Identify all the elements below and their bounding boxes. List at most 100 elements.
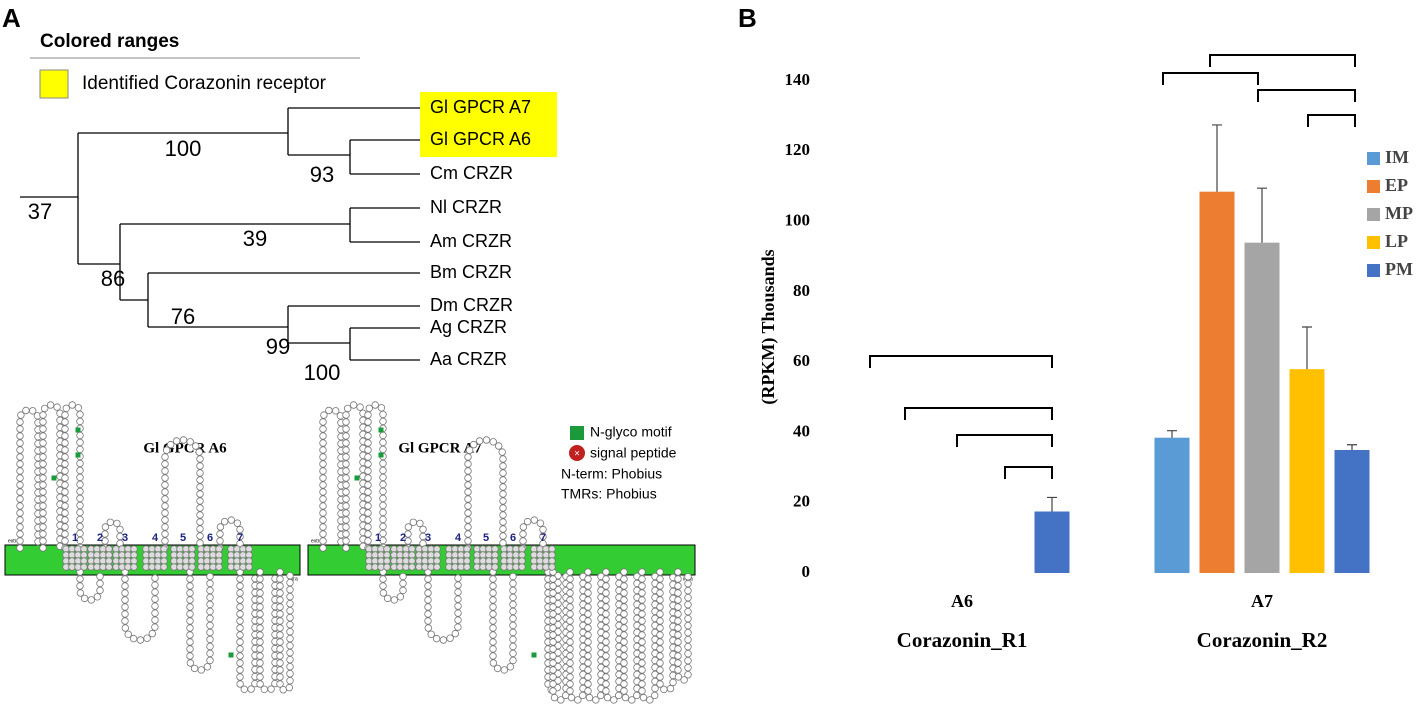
residue [548, 563, 556, 571]
residue [39, 544, 47, 552]
residue [379, 522, 387, 531]
residue [161, 537, 169, 545]
residue [319, 488, 327, 496]
residue [206, 607, 214, 616]
residue [656, 575, 664, 583]
residue [584, 659, 592, 667]
residue [638, 687, 646, 695]
residue [151, 574, 159, 582]
residue [554, 607, 562, 615]
residue [151, 581, 159, 589]
residue [247, 685, 255, 693]
residue [424, 582, 432, 590]
residue [549, 645, 557, 653]
residue [684, 622, 692, 630]
residue [286, 572, 294, 580]
residue [603, 693, 612, 702]
residue [342, 460, 350, 468]
residue [464, 474, 472, 482]
legend-text: N-glyco motif [590, 424, 672, 440]
residue [196, 511, 204, 519]
residue [101, 537, 109, 545]
residue [196, 462, 204, 470]
residue [76, 494, 84, 503]
residue [489, 624, 497, 632]
residue [76, 410, 84, 419]
residue [499, 518, 507, 526]
y-tick-label: 120 [785, 140, 811, 159]
residue [464, 488, 472, 496]
residue [379, 494, 387, 503]
residue [236, 596, 244, 604]
residue [549, 680, 557, 688]
residue [399, 572, 407, 581]
residue [674, 575, 682, 583]
residue [509, 656, 517, 665]
residue [236, 624, 244, 632]
residue [76, 529, 84, 538]
residue [61, 481, 69, 489]
legend-label: PM [1385, 259, 1413, 279]
residue [342, 516, 350, 524]
residue [656, 645, 664, 653]
residue [651, 684, 659, 693]
glyco-site [75, 452, 81, 458]
residue [39, 481, 47, 489]
protein [319, 401, 692, 704]
leaf-label: Am CRZR [430, 231, 512, 251]
residue [638, 659, 646, 667]
residue [674, 603, 682, 611]
residue [61, 523, 69, 531]
residue [121, 589, 129, 597]
residue [342, 488, 350, 496]
residue [267, 685, 275, 693]
residue [674, 617, 682, 625]
residue [286, 628, 294, 636]
residue [638, 631, 646, 639]
residue [404, 523, 413, 531]
residue [256, 666, 264, 674]
residue [76, 582, 84, 590]
residue [179, 436, 188, 444]
residue [161, 509, 169, 517]
bootstrap: 93 [310, 162, 334, 187]
residue [186, 645, 194, 653]
residue [499, 462, 507, 470]
residue [186, 438, 194, 446]
protein [16, 401, 294, 694]
residue [206, 572, 214, 581]
residue [379, 431, 387, 440]
residue [342, 425, 350, 433]
residue [236, 631, 244, 639]
residue [342, 509, 350, 517]
residue [499, 455, 507, 463]
residue [151, 595, 159, 603]
legend-text: TMRs: Phobius [561, 486, 657, 502]
residue [87, 596, 95, 604]
residue [364, 446, 372, 454]
residue [566, 589, 574, 597]
residue [656, 666, 664, 674]
residue [499, 532, 507, 540]
residue [638, 603, 646, 611]
residue [584, 610, 592, 618]
helix-number: 5 [483, 532, 489, 544]
residue [16, 432, 24, 440]
residue [236, 603, 244, 611]
error-bar [1257, 187, 1267, 243]
error-bar [1347, 444, 1357, 450]
residue [566, 638, 574, 646]
residue [549, 652, 557, 660]
legend-label: EP [1385, 175, 1408, 195]
residue [121, 596, 129, 604]
residue [220, 517, 229, 526]
residue [620, 596, 628, 604]
residue [519, 530, 527, 538]
residue [364, 509, 372, 517]
residue [62, 404, 71, 412]
residue [61, 439, 69, 447]
residue [16, 425, 24, 433]
residue [656, 624, 664, 632]
residue [286, 593, 294, 601]
residue [620, 659, 628, 667]
